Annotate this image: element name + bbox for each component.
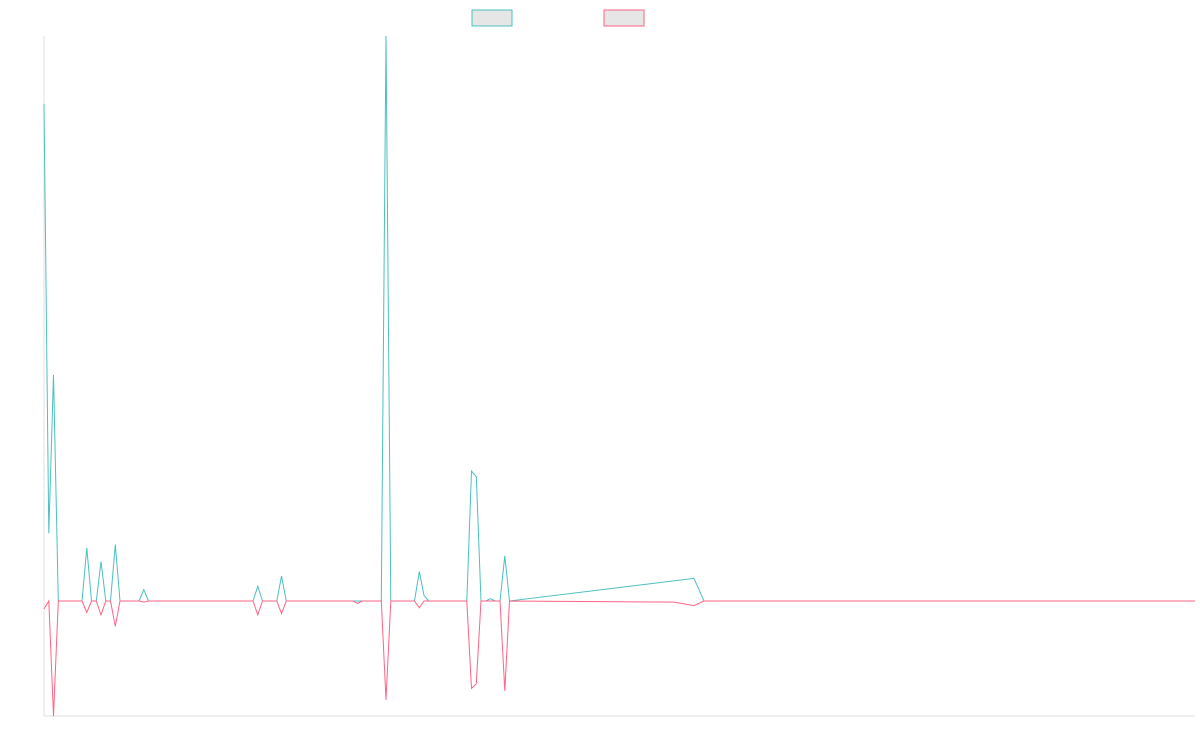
series-layer — [43, 35, 1195, 717]
legend-swatch-1[interactable] — [471, 9, 513, 27]
legend-swatch-2[interactable] — [603, 9, 645, 27]
series-line-1 — [43, 35, 1195, 602]
axes — [43, 36, 1195, 717]
series-line-2 — [43, 599, 1195, 717]
legend[interactable] — [471, 9, 645, 27]
